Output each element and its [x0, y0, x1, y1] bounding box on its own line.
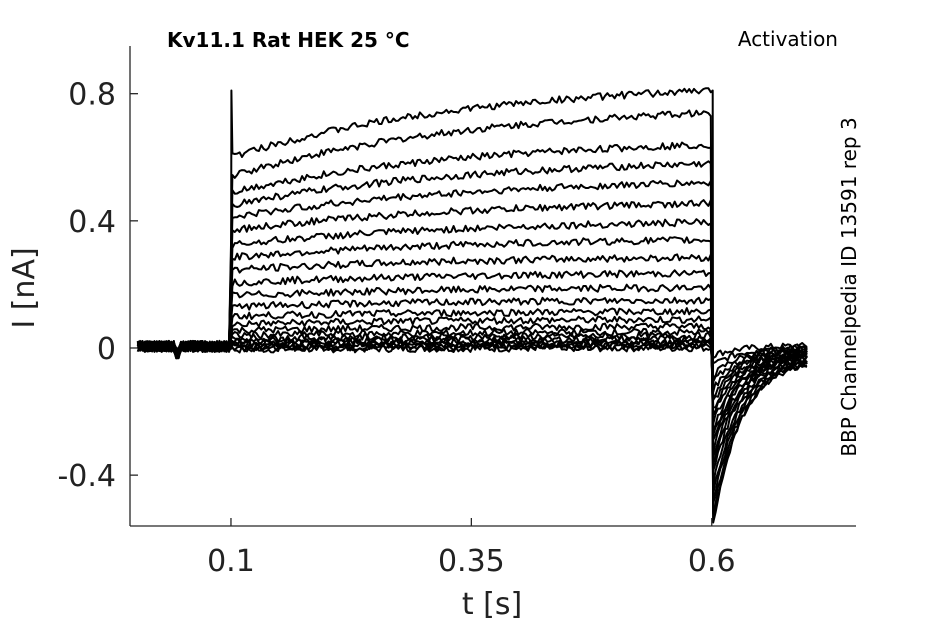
y-tick-label: 0.4: [68, 205, 116, 240]
x-tick-label: 0.1: [207, 544, 255, 579]
current-trace-10: [136, 315, 808, 426]
current-trace-11: [137, 307, 808, 432]
x-tick-label: 0.35: [438, 544, 505, 579]
current-trace-21: [136, 141, 808, 515]
current-trace-9: [136, 322, 808, 416]
y-tick-label: -0.4: [57, 459, 116, 494]
x-axis-title: t [s]: [462, 587, 522, 622]
current-trace-7: [136, 331, 808, 401]
current-trace-13: [136, 283, 808, 442]
trace-group: [136, 87, 808, 524]
y-tick-label: 0: [97, 332, 116, 367]
x-tick-label: 0.6: [688, 544, 736, 579]
y-ticks: 0.8 0.4 0 -0.4: [57, 78, 138, 494]
protocol-label: Activation: [738, 27, 838, 51]
current-trace-23: [137, 87, 808, 524]
current-trace-17: [136, 218, 808, 472]
y-tick-label: 0.8: [68, 78, 116, 113]
current-trace-22: [136, 109, 808, 523]
chart-title: Kv11.1 Rat HEK 25 °C: [167, 28, 410, 52]
x-ticks: 0.1 0.35 0.6: [207, 518, 736, 579]
y-axis-title: I [nA]: [7, 247, 42, 328]
current-trace-19: [137, 179, 808, 496]
current-trace-12: [136, 296, 808, 437]
current-trace-16: [136, 236, 808, 466]
current-trace-15: [137, 253, 808, 458]
current-trace-20: [136, 160, 808, 506]
current-trace-18: [136, 199, 808, 486]
current-trace-14: [136, 269, 808, 454]
source-id-label: BBP Channelpedia ID 13591 rep 3: [837, 117, 861, 456]
current-trace-2: [136, 340, 808, 365]
current-trace-8: [136, 327, 808, 409]
